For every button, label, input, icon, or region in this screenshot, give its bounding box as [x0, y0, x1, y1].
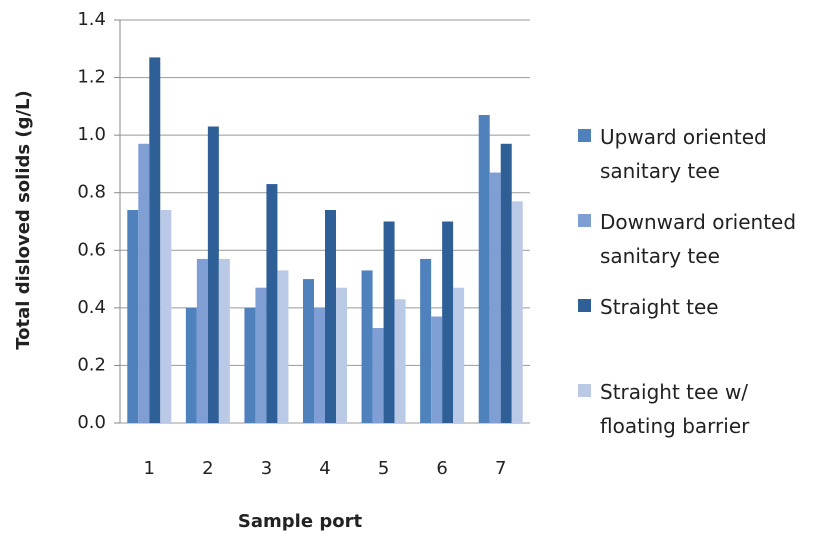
y-axis-title: Total disloved solids (g/L): [13, 90, 34, 350]
bar: [500, 143, 512, 423]
bar: [383, 221, 395, 423]
x-tick-label: 5: [378, 458, 389, 479]
bar: [255, 287, 267, 423]
legend-swatch: [578, 214, 591, 227]
y-tick-label: 0.0: [77, 412, 106, 433]
y-tick-label: 0.4: [77, 297, 106, 318]
legend-label: Straight tee: [600, 295, 719, 319]
bar: [420, 258, 432, 423]
legend-swatch: [578, 384, 591, 397]
x-tick-label: 6: [436, 458, 447, 479]
x-tick-label: 2: [202, 458, 213, 479]
bar: [372, 328, 384, 423]
legend-swatch: [578, 299, 591, 312]
bar: [453, 287, 465, 423]
legend-item: Upward oriented sanitary tee: [578, 120, 828, 188]
bar: [489, 172, 501, 423]
x-tick-label: 3: [261, 458, 272, 479]
legend-item: Downward oriented sanitary tee: [578, 205, 828, 273]
bar: [138, 143, 150, 423]
y-tick-label: 1.0: [77, 124, 106, 145]
x-tick-label: 4: [319, 458, 330, 479]
y-tick-label: 0.6: [77, 239, 106, 260]
bar: [361, 270, 373, 423]
bar: [160, 209, 172, 423]
bar: [478, 114, 490, 423]
y-tick-label: 1.2: [77, 67, 106, 88]
bar: [303, 279, 314, 423]
bar: [442, 221, 454, 423]
y-tick-label: 0.2: [77, 354, 106, 375]
legend-item: Straight tee w/ floating barrier: [578, 375, 828, 443]
bar: [196, 258, 208, 423]
legend-label: Upward oriented sanitary tee: [600, 125, 767, 183]
bar: [325, 209, 336, 423]
x-axis-title: Sample port: [238, 511, 363, 532]
y-tick-label: 1.4: [77, 9, 106, 30]
bar: [336, 287, 347, 423]
bar: [185, 307, 197, 423]
legend-label: Straight tee w/ floating barrier: [600, 380, 750, 438]
bar: [244, 307, 256, 423]
legend-item: Straight tee: [578, 290, 828, 324]
x-tick-label: 7: [495, 458, 506, 479]
bar: [431, 316, 443, 423]
bar: [277, 270, 289, 423]
bar: [127, 209, 139, 423]
bar: [266, 184, 278, 423]
legend-swatch: [578, 129, 591, 142]
bar: [314, 307, 325, 423]
legend-label: Downward oriented sanitary tee: [600, 210, 797, 268]
bar: [218, 258, 230, 423]
bar: [149, 57, 161, 424]
bar: [511, 201, 523, 423]
bar: [394, 299, 406, 423]
y-tick-label: 0.8: [77, 182, 106, 203]
bar: [207, 126, 219, 423]
x-tick-label: 1: [144, 458, 155, 479]
